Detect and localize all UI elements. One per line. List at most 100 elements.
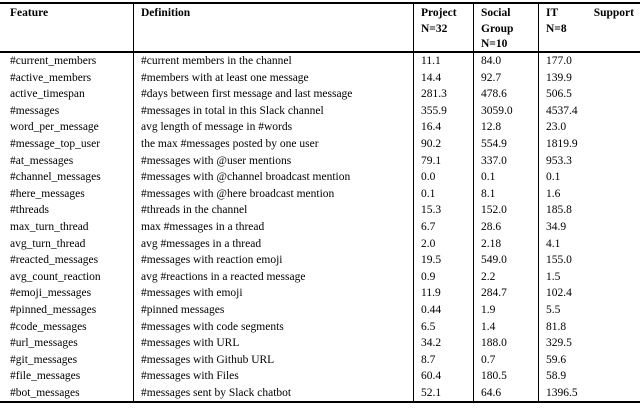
feature-cell: #channel_messages	[10, 171, 101, 184]
project-value-cell: 8.7	[413, 351, 473, 369]
definition-cell: #threads in the channel	[133, 202, 413, 219]
feature-cell: #threads	[10, 204, 49, 217]
it-support-value-cell: 155.0	[538, 252, 640, 269]
table-row: #active_members #members with at least o…	[0, 69, 640, 87]
definition-cell: #messages with @user mentions	[133, 152, 413, 170]
project-value-cell: 60.4	[413, 368, 473, 385]
definition-cell: #messages with code segments	[133, 318, 413, 336]
it-support-value-cell: 4537.4	[538, 102, 640, 120]
table-row: #current_members #current members in the…	[0, 53, 640, 70]
it-support-value-cell: 0.1	[538, 169, 640, 186]
social-group-value-cell: 12.8	[473, 119, 538, 136]
project-value-cell: 90.2	[413, 135, 473, 153]
social-group-value-cell: 188.0	[473, 335, 538, 352]
feature-cell: #bot_messages	[10, 386, 80, 399]
project-value-cell: 355.9	[413, 102, 473, 120]
social-group-value-cell: 180.5	[473, 368, 538, 385]
header-project-n: N=32	[421, 22, 448, 35]
project-value-cell: 34.2	[413, 335, 473, 352]
it-support-value-cell: 506.5	[538, 86, 640, 103]
feature-cell: #url_messages	[10, 337, 78, 350]
header-definition: Definition	[133, 4, 413, 51]
it-support-value-cell: 5.5	[538, 301, 640, 319]
project-value-cell: 0.1	[413, 185, 473, 203]
feature-cell: #git_messages	[10, 353, 78, 366]
project-value-cell: 11.1	[413, 53, 473, 70]
project-value-cell: 14.4	[413, 69, 473, 87]
it-support-value-cell: 953.3	[538, 152, 640, 170]
table-row: #messages #messages in total in this Sla…	[0, 102, 640, 120]
it-support-value-cell: 81.8	[538, 318, 640, 336]
social-group-value-cell: 554.9	[473, 135, 538, 153]
feature-cell: avg_count_reaction	[10, 270, 101, 283]
feature-cell: #emoji_messages	[10, 287, 92, 300]
definition-cell: #messages with reaction emoji	[133, 252, 413, 269]
table-row: #here_messages #messages with @here broa…	[0, 185, 640, 203]
table-row: #reacted_messages #messages with reactio…	[0, 252, 640, 269]
project-value-cell: 2.0	[413, 235, 473, 253]
social-group-value-cell: 28.6	[473, 218, 538, 236]
definition-cell: #messages with @here broadcast mention	[133, 185, 413, 203]
project-value-cell: 6.7	[413, 218, 473, 236]
definition-cell: #messages with Github URL	[133, 351, 413, 369]
feature-cell: avg_turn_thread	[10, 237, 86, 250]
table-row: #file_messages #messages with Files 60.4…	[0, 368, 640, 385]
feature-cell: #file_messages	[10, 370, 81, 383]
header-social-group-n: N=10	[481, 38, 508, 50]
social-group-value-cell: 0.1	[473, 169, 538, 186]
feature-cell: #active_members	[10, 71, 92, 84]
social-group-value-cell: 84.0	[473, 53, 538, 70]
table-row: avg_turn_thread avg #messages in a threa…	[0, 235, 640, 253]
table-row: active_timespan #days between first mess…	[0, 86, 640, 103]
feature-cell: #here_messages	[10, 187, 85, 200]
feature-cell: #current_members	[10, 55, 97, 67]
project-value-cell: 0.44	[413, 301, 473, 319]
table-row: #code_messages #messages with code segme…	[0, 318, 640, 336]
project-value-cell: 11.9	[413, 285, 473, 302]
social-group-value-cell: 2.18	[473, 235, 538, 253]
table-row: #emoji_messages #messages with emoji 11.…	[0, 285, 640, 302]
definition-cell: #messages with @channel broadcast mentio…	[133, 169, 413, 186]
it-support-value-cell: 23.0	[538, 119, 640, 136]
social-group-value-cell: 8.1	[473, 185, 538, 203]
definition-cell: #messages with URL	[133, 335, 413, 352]
social-group-value-cell: 0.7	[473, 351, 538, 369]
it-support-value-cell: 185.8	[538, 202, 640, 219]
header-it-support-n: N=8	[546, 22, 567, 35]
definition-cell: #messages sent by Slack chatbot	[133, 384, 413, 402]
social-group-value-cell: 64.6	[473, 384, 538, 402]
definition-cell: #messages in total in this Slack channel	[133, 102, 413, 120]
social-group-value-cell: 284.7	[473, 285, 538, 302]
feature-cell: #at_messages	[10, 154, 74, 167]
header-social-group-name-line2: Group	[481, 22, 514, 35]
project-value-cell: 15.3	[413, 202, 473, 219]
definition-cell: avg #messages in a thread	[133, 235, 413, 253]
table-row: #message_top_user the max #messages post…	[0, 135, 640, 153]
social-group-value-cell: 3059.0	[473, 102, 538, 120]
definition-cell: #current members in the channel	[133, 53, 413, 70]
definition-cell: the max #messages posted by one user	[133, 135, 413, 153]
table-row: #threads #threads in the channel 15.3 15…	[0, 202, 640, 219]
social-group-value-cell: 152.0	[473, 202, 538, 219]
header-social-group-name-line1: Social	[481, 7, 511, 19]
definition-cell: #pinned messages	[133, 301, 413, 319]
project-value-cell: 52.1	[413, 384, 473, 402]
project-value-cell: 6.5	[413, 318, 473, 336]
definition-cell: avg length of message in #words	[133, 119, 413, 136]
header-it-support: IT Support N=8	[538, 4, 640, 51]
table-row: #url_messages #messages with URL 34.2 18…	[0, 335, 640, 352]
table-row: avg_count_reaction avg #reactions in a r…	[0, 268, 640, 286]
header-social-group: Social Group N=10	[473, 4, 538, 51]
social-group-value-cell: 549.0	[473, 252, 538, 269]
social-group-value-cell: 1.9	[473, 301, 538, 319]
project-value-cell: 281.3	[413, 86, 473, 103]
it-support-value-cell: 177.0	[538, 53, 640, 70]
definition-cell: #members with at least one message	[133, 69, 413, 87]
it-support-value-cell: 1.6	[538, 185, 640, 203]
it-support-value-cell: 1396.5	[538, 384, 640, 402]
table-header-row: Feature Definition Project N=32 Social G…	[0, 4, 640, 53]
it-support-value-cell: 58.9	[538, 368, 640, 385]
header-project: Project N=32	[413, 4, 473, 51]
header-it-support-name: IT Support	[546, 6, 640, 22]
